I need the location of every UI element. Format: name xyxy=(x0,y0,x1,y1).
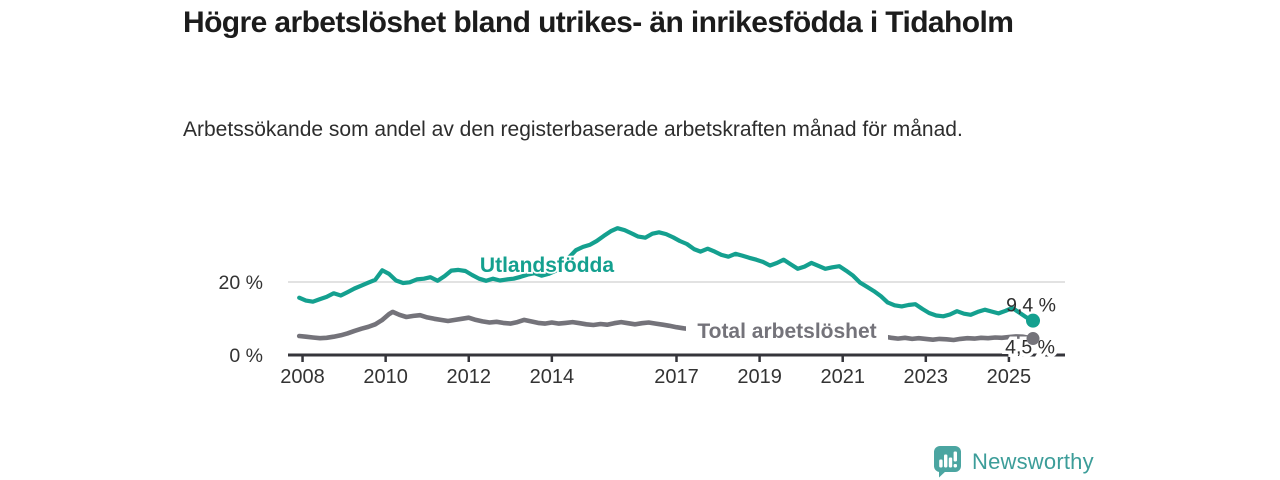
end-value-label-utlandsfodda: 9,4 % xyxy=(1006,295,1056,317)
x-tick-label-2025: 2025 xyxy=(987,366,1032,388)
y-tick-label-0: 0 % xyxy=(229,345,263,367)
x-tick-label-2008: 2008 xyxy=(280,366,325,388)
x-tick-label-2019: 2019 xyxy=(737,366,782,388)
chart-area: Utlandsfödda Total arbetslöshet 2008 2010 20… xyxy=(200,204,1090,404)
series-label-mask-total-arbetsloshet xyxy=(686,322,888,350)
x-tick-label-2010: 2010 xyxy=(363,366,408,388)
end-dot-total-arbetsloshet xyxy=(1026,332,1040,346)
newsworthy-wordmark: Newsworthy xyxy=(972,448,1094,474)
chart-title: Högre arbetslöshet bland utrikes- än inr… xyxy=(183,6,1014,39)
end-dot-utlandsfodda xyxy=(1026,313,1041,328)
x-tick-label-2023: 2023 xyxy=(904,366,949,388)
x-tick-label-2014: 2014 xyxy=(530,366,575,388)
y-tick-label-20: 20 % xyxy=(219,272,263,294)
chart-canvas: Utlandsfödda Total arbetslöshet 2008 2010 20… xyxy=(219,226,1065,388)
newsworthy-logo[interactable]: Newsworthy xyxy=(933,445,1094,478)
series-line-utlandsfodda xyxy=(297,226,1036,323)
series-label-total-arbetsloshet: Total arbetslöshet xyxy=(697,320,876,343)
x-tick-label-2021: 2021 xyxy=(820,366,865,388)
series-label-utlandsfodda: Utlandsfödda xyxy=(480,254,614,277)
newsworthy-bubble-chart-icon xyxy=(933,445,963,478)
x-tick-label-2012: 2012 xyxy=(446,366,491,388)
chart-subtitle: Arbetssökande som andel av den registerb… xyxy=(183,118,963,141)
series-line-total-arbetsloshet xyxy=(296,309,1036,343)
x-tick-label-2017: 2017 xyxy=(654,366,699,388)
